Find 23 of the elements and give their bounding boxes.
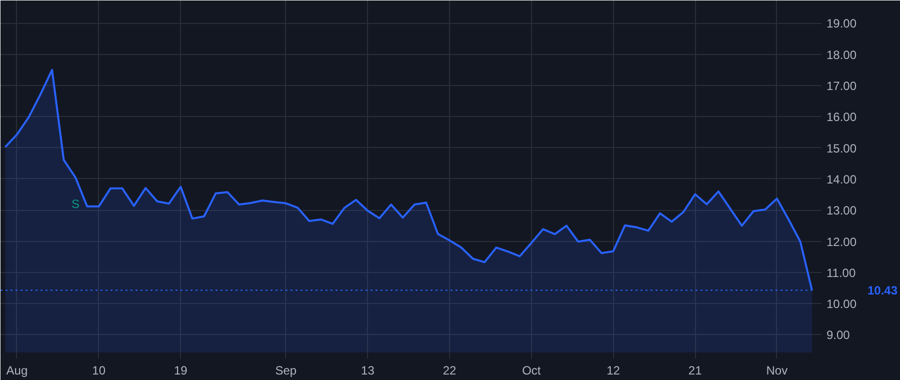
y-tick-label: 10.00 [826, 297, 857, 312]
y-tick-label: 11.00 [826, 266, 856, 280]
x-tick-label: 12 [606, 364, 620, 378]
y-tick-label: 13.00 [826, 204, 857, 218]
x-tick-label: 10 [92, 364, 106, 378]
y-tick-label: 9.00 [826, 328, 850, 342]
y-tick-label: 18.00 [826, 48, 857, 62]
x-tick-label: Nov [766, 364, 788, 378]
y-tick-label: 17.00 [826, 79, 857, 94]
y-tick-label: 12.00 [826, 234, 857, 249]
x-tick-label: 21 [688, 364, 702, 378]
y-tick-label: 14.00 [826, 172, 857, 186]
annotation: S [71, 196, 80, 211]
x-tick-label: Sep [275, 364, 297, 378]
y-tick-label: 15.00 [826, 141, 857, 156]
x-tick-label: Oct [522, 364, 542, 378]
y-tick-label: 16.00 [826, 110, 857, 124]
x-tick-label: Aug [6, 364, 28, 378]
y-tick-label: 19.00 [826, 16, 857, 31]
ref-line-label: 10.43 [868, 284, 898, 298]
x-tick-label: 13 [361, 364, 375, 378]
x-tick-label: 22 [442, 364, 457, 378]
x-tick-label: 19 [174, 364, 188, 378]
